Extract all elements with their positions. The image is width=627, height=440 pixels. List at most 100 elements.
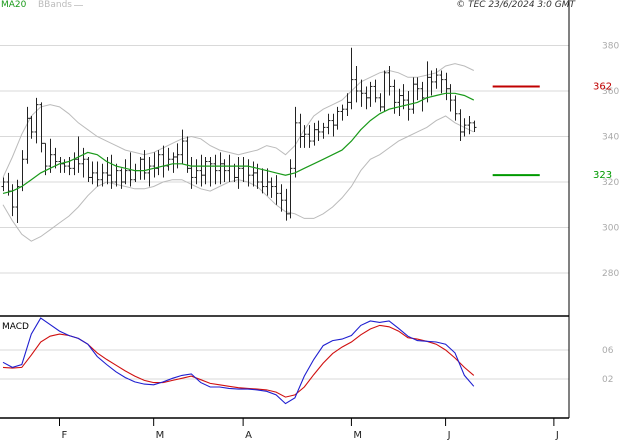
ohlc-bar bbox=[100, 163, 105, 187]
ohlc-bar bbox=[86, 156, 91, 182]
ohlc-bar bbox=[302, 125, 307, 148]
ohlc-bar bbox=[10, 184, 15, 217]
macd-panel-title: MACD bbox=[2, 322, 29, 332]
ohlc-bar bbox=[293, 106, 298, 178]
macd-y-tick-label: 02 bbox=[602, 375, 613, 385]
y-tick-label: 360 bbox=[602, 87, 619, 97]
ohlc-bar bbox=[39, 102, 44, 153]
x-tick-label: J bbox=[555, 430, 559, 440]
ohlc-bar bbox=[109, 154, 114, 189]
ohlc-bar bbox=[123, 159, 128, 185]
ohlc-bar bbox=[114, 163, 119, 187]
ohlc-bar bbox=[307, 125, 312, 148]
ohlc-bar bbox=[434, 68, 439, 89]
ohlc-bar bbox=[133, 163, 138, 182]
ohlc-bar bbox=[171, 152, 176, 173]
ohlc-bar bbox=[138, 156, 143, 180]
ohlc-bar bbox=[354, 65, 359, 103]
ohlc-bar bbox=[142, 150, 147, 180]
ohlc-bar bbox=[265, 168, 270, 196]
x-tick-label: M bbox=[156, 430, 165, 440]
ohlc-bar bbox=[15, 179, 20, 223]
ohlc-bars bbox=[1, 47, 477, 223]
ohlc-bar bbox=[241, 156, 246, 182]
ohlc-bar bbox=[76, 136, 81, 173]
y-tick-label: 280 bbox=[602, 269, 619, 279]
ohlc-bar bbox=[316, 120, 321, 142]
ohlc-bar bbox=[95, 161, 100, 187]
ohlc-bar bbox=[161, 145, 166, 178]
ohlc-bar bbox=[208, 156, 213, 187]
ohlc-bar bbox=[90, 161, 95, 185]
x-tick-label: J bbox=[447, 430, 451, 440]
resistance-level-label: 362 bbox=[593, 81, 612, 92]
x-tick-label: F bbox=[62, 430, 68, 440]
ohlc-bar bbox=[331, 113, 336, 137]
ohlc-bar bbox=[415, 77, 420, 101]
ohlc-bar bbox=[43, 142, 48, 176]
ohlc-bar bbox=[425, 61, 430, 103]
ohlc-bar bbox=[349, 47, 354, 110]
ohlc-bar bbox=[312, 122, 317, 146]
ohlc-bar bbox=[269, 177, 274, 198]
ohlc-bar bbox=[298, 113, 303, 148]
ohlc-bar bbox=[166, 147, 171, 171]
ohlc-bar bbox=[326, 113, 331, 135]
ohlc-bar bbox=[1, 177, 6, 192]
ohlc-bar bbox=[472, 120, 477, 132]
support-level-label: 323 bbox=[593, 170, 612, 181]
ohlc-bar bbox=[213, 154, 218, 185]
ohlc-bar bbox=[185, 136, 190, 173]
ohlc-bar bbox=[345, 93, 350, 117]
ohlc-bar bbox=[453, 95, 458, 121]
y-tick-label: 300 bbox=[602, 224, 619, 234]
ohlc-bar bbox=[284, 188, 289, 221]
ohlc-bar bbox=[462, 118, 467, 137]
ohlc-bar bbox=[147, 156, 152, 187]
ohlc-bar bbox=[203, 156, 208, 185]
ohlc-bar bbox=[25, 106, 30, 164]
ohlc-bar bbox=[458, 109, 463, 142]
ohlc-bar bbox=[72, 152, 77, 176]
bbands-legend-label: BBands bbox=[38, 0, 72, 10]
ohlc-bar bbox=[29, 116, 34, 139]
ohlc-bar bbox=[58, 156, 63, 173]
ohlc-bar bbox=[321, 122, 326, 139]
ohlc-bar bbox=[62, 159, 67, 173]
bbands-legend-swatch bbox=[74, 5, 83, 6]
ma20-line bbox=[2, 92, 475, 194]
ohlc-bar bbox=[411, 77, 416, 114]
ohlc-bar bbox=[373, 79, 378, 103]
ohlc-bar bbox=[335, 106, 340, 130]
copyright-label: © TEC 23/6/2024 3:0 GMT bbox=[456, 0, 575, 10]
ohlc-bar bbox=[397, 88, 402, 117]
ohlc-bar bbox=[340, 104, 345, 121]
macd-y-tick-label: 06 bbox=[602, 346, 614, 356]
ohlc-bar bbox=[251, 161, 256, 187]
ohlc-bar bbox=[53, 147, 58, 169]
ohlc-bar bbox=[439, 70, 444, 94]
ohlc-bar bbox=[288, 159, 293, 219]
bbands-upper-line bbox=[2, 63, 475, 178]
ohlc-bar bbox=[175, 143, 180, 169]
macd-signal-line bbox=[2, 324, 475, 398]
ohlc-bar bbox=[448, 84, 453, 112]
ohlc-bar bbox=[152, 152, 157, 178]
y-tick-label: 320 bbox=[602, 178, 619, 188]
ohlc-bar bbox=[189, 156, 194, 189]
ohlc-bar bbox=[194, 159, 199, 185]
ohlc-bar bbox=[467, 116, 472, 135]
ohlc-bar bbox=[406, 91, 411, 121]
ohlc-bar bbox=[180, 129, 185, 164]
ohlc-bar bbox=[279, 184, 284, 212]
ma20-legend-label: MA20 bbox=[1, 0, 27, 10]
ohlc-bar bbox=[48, 138, 53, 173]
ohlc-bar bbox=[444, 72, 449, 101]
ohlc-bar bbox=[401, 84, 406, 110]
ohlc-bar bbox=[429, 70, 434, 96]
ohlc-bar bbox=[156, 150, 161, 176]
ohlc-bar bbox=[199, 154, 204, 187]
ohlc-bar bbox=[387, 65, 392, 96]
